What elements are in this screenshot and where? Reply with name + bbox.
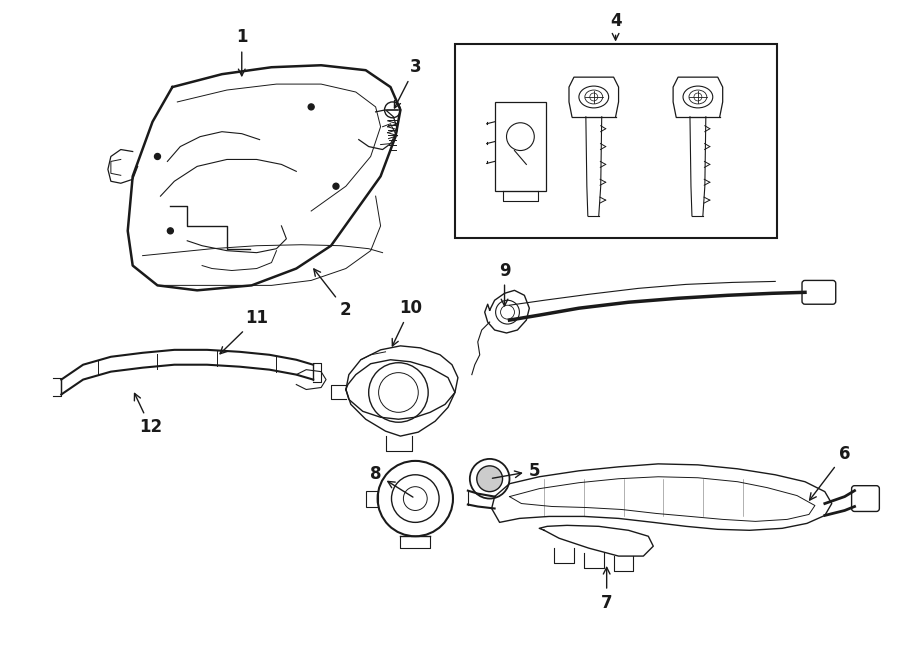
Text: 9: 9 bbox=[499, 262, 510, 306]
Circle shape bbox=[470, 459, 509, 498]
Circle shape bbox=[694, 93, 702, 101]
Circle shape bbox=[333, 183, 339, 189]
FancyBboxPatch shape bbox=[802, 280, 836, 304]
Text: 1: 1 bbox=[236, 28, 248, 76]
FancyBboxPatch shape bbox=[851, 486, 879, 512]
Text: 4: 4 bbox=[610, 12, 621, 40]
Circle shape bbox=[477, 466, 502, 492]
Text: 12: 12 bbox=[134, 393, 162, 436]
Text: 11: 11 bbox=[220, 309, 268, 354]
Circle shape bbox=[167, 228, 174, 234]
Circle shape bbox=[308, 104, 314, 110]
Text: 3: 3 bbox=[394, 58, 421, 108]
Text: 8: 8 bbox=[370, 465, 413, 497]
Text: 10: 10 bbox=[392, 299, 422, 346]
Text: 7: 7 bbox=[601, 567, 613, 611]
Text: 5: 5 bbox=[492, 462, 540, 480]
Bar bbox=[455, 44, 778, 238]
Circle shape bbox=[155, 153, 160, 159]
Circle shape bbox=[590, 93, 598, 101]
Text: 2: 2 bbox=[314, 269, 352, 319]
Text: 6: 6 bbox=[810, 445, 850, 500]
